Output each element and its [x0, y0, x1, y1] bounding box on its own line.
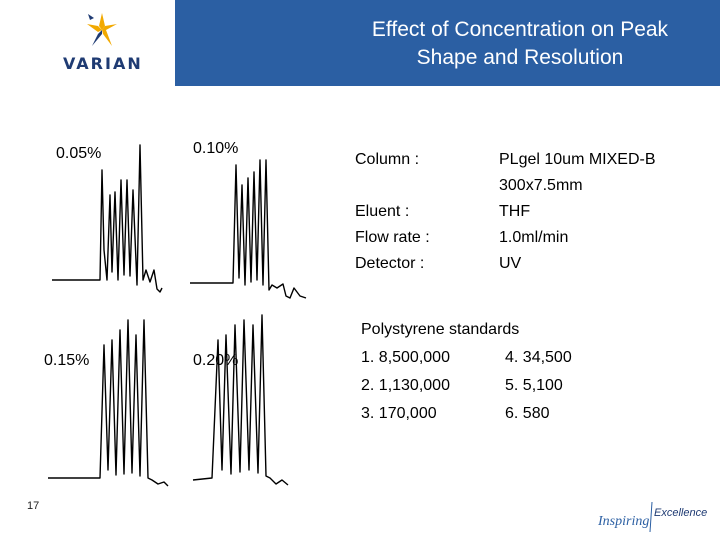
flow-rate-value: 1.0ml/min — [499, 229, 569, 246]
title-line-2: Shape and Resolution — [416, 46, 624, 69]
inspiring-excellence-logo: Inspiring Excellence — [597, 501, 707, 533]
slide-title: Effect of Concentration on Peak Shape an… — [310, 16, 720, 72]
chromatogram-label-0-05: 0.05% — [56, 145, 102, 162]
logo-panel — [0, 0, 175, 86]
detector-value: UV — [499, 255, 522, 272]
slide-header: VARIAN Effect of Concentration on Peak S… — [0, 0, 720, 86]
standard-item: 6. 580 — [505, 405, 550, 422]
standard-item: 3. 170,000 — [361, 405, 437, 422]
column-value-line-2: 300x7.5mm — [499, 177, 583, 194]
tagline-word-2: Excellence — [654, 507, 707, 519]
column-label: Column : — [355, 151, 420, 168]
standard-item: 5. 5,100 — [505, 377, 563, 394]
page-number: 17 — [27, 500, 40, 512]
tagline-word-1: Inspiring — [597, 514, 649, 529]
standard-item: 4. 34,500 — [505, 349, 572, 366]
chromatogram-label-0-15: 0.15% — [44, 352, 90, 369]
flow-rate-label: Flow rate : — [355, 229, 430, 246]
eluent-value: THF — [499, 203, 531, 220]
varian-logo-text: VARIAN — [63, 54, 143, 73]
title-line-1: Effect of Concentration on Peak — [371, 18, 669, 41]
chromatogram-0-05 — [52, 144, 163, 293]
title-banner — [175, 0, 720, 86]
standard-item: 1. 8,500,000 — [361, 349, 450, 366]
chromatogram-0-10 — [190, 159, 307, 299]
chromatogram-0-20 — [192, 314, 289, 486]
chromatogram-label-0-10: 0.10% — [193, 140, 239, 157]
varian-star-icon — [87, 13, 117, 46]
column-value-line-1: PLgel 10um MIXED-B — [499, 151, 656, 168]
eluent-label: Eluent : — [355, 203, 410, 220]
standards-heading: Polystyrene standards — [361, 321, 520, 338]
standard-item: 2. 1,130,000 — [361, 377, 450, 394]
chromatogram-0-15 — [48, 319, 169, 487]
detector-label: Detector : — [355, 255, 425, 272]
